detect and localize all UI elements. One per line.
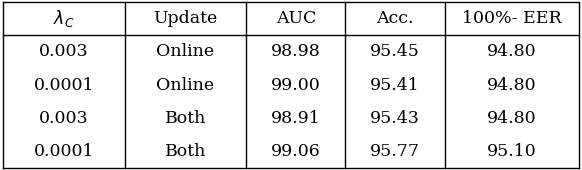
Text: $\lambda_C$: $\lambda_C$ bbox=[53, 8, 74, 29]
Text: 98.91: 98.91 bbox=[271, 110, 321, 127]
Text: 0.0001: 0.0001 bbox=[34, 76, 94, 94]
Text: 95.45: 95.45 bbox=[370, 43, 420, 60]
Text: Both: Both bbox=[165, 143, 206, 160]
Text: Acc.: Acc. bbox=[377, 10, 414, 27]
Text: Update: Update bbox=[153, 10, 218, 27]
Text: 0.003: 0.003 bbox=[39, 43, 88, 60]
Text: Online: Online bbox=[157, 76, 214, 94]
Text: 95.43: 95.43 bbox=[370, 110, 420, 127]
Text: 95.10: 95.10 bbox=[487, 143, 537, 160]
Text: 99.00: 99.00 bbox=[271, 76, 321, 94]
Text: 95.77: 95.77 bbox=[370, 143, 420, 160]
Text: AUC: AUC bbox=[276, 10, 316, 27]
Text: Both: Both bbox=[165, 110, 206, 127]
Text: 99.06: 99.06 bbox=[271, 143, 321, 160]
Text: 94.80: 94.80 bbox=[487, 110, 537, 127]
Text: 98.98: 98.98 bbox=[271, 43, 321, 60]
Text: 94.80: 94.80 bbox=[487, 43, 537, 60]
Text: 0.003: 0.003 bbox=[39, 110, 88, 127]
Text: 0.0001: 0.0001 bbox=[34, 143, 94, 160]
Text: Online: Online bbox=[157, 43, 214, 60]
Text: 94.80: 94.80 bbox=[487, 76, 537, 94]
Text: 95.41: 95.41 bbox=[370, 76, 420, 94]
Text: 100%- EER: 100%- EER bbox=[462, 10, 562, 27]
